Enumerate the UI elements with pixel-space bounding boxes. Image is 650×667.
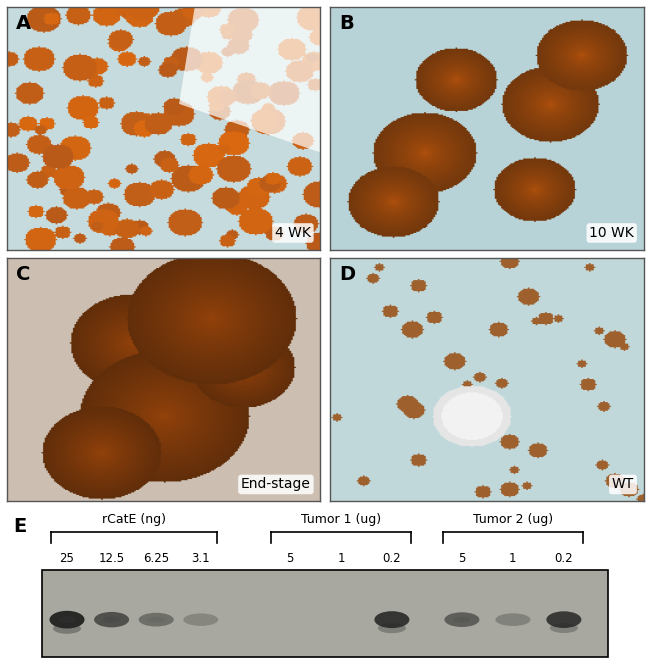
Text: 12.5: 12.5 bbox=[99, 552, 125, 565]
Text: rCatE (ng): rCatE (ng) bbox=[102, 513, 166, 526]
Text: Tumor 2 (ug): Tumor 2 (ug) bbox=[473, 513, 553, 526]
Ellipse shape bbox=[453, 617, 471, 622]
Text: 1: 1 bbox=[337, 552, 345, 565]
Text: 10 WK: 10 WK bbox=[590, 226, 634, 240]
Ellipse shape bbox=[555, 616, 573, 623]
Ellipse shape bbox=[383, 616, 400, 623]
Text: 1: 1 bbox=[509, 552, 517, 565]
Ellipse shape bbox=[445, 612, 480, 627]
Ellipse shape bbox=[49, 611, 84, 628]
Ellipse shape bbox=[495, 614, 530, 626]
Text: 5: 5 bbox=[458, 552, 465, 565]
Text: 6.25: 6.25 bbox=[143, 552, 169, 565]
Text: 4 WK: 4 WK bbox=[275, 226, 311, 240]
Bar bbox=[42, 570, 608, 657]
Ellipse shape bbox=[374, 611, 410, 628]
Ellipse shape bbox=[148, 617, 165, 622]
Ellipse shape bbox=[103, 616, 120, 623]
Text: Tumor 1 (ug): Tumor 1 (ug) bbox=[301, 513, 381, 526]
Text: E: E bbox=[13, 517, 26, 536]
Ellipse shape bbox=[378, 623, 406, 633]
Text: End-stage: End-stage bbox=[241, 478, 311, 492]
Text: 25: 25 bbox=[60, 552, 75, 565]
Text: 0.2: 0.2 bbox=[383, 552, 401, 565]
Ellipse shape bbox=[58, 616, 76, 623]
Text: A: A bbox=[16, 14, 31, 33]
Text: D: D bbox=[339, 265, 356, 284]
Ellipse shape bbox=[550, 623, 578, 633]
Text: 0.2: 0.2 bbox=[554, 552, 573, 565]
Ellipse shape bbox=[183, 614, 218, 626]
Text: WT: WT bbox=[612, 478, 634, 492]
Text: B: B bbox=[339, 14, 354, 33]
Polygon shape bbox=[179, 7, 320, 153]
Text: 3.1: 3.1 bbox=[192, 552, 210, 565]
Text: C: C bbox=[16, 265, 31, 284]
Ellipse shape bbox=[94, 612, 129, 628]
Text: 5: 5 bbox=[286, 552, 294, 565]
Ellipse shape bbox=[138, 613, 174, 626]
Ellipse shape bbox=[547, 611, 581, 628]
Ellipse shape bbox=[53, 623, 81, 634]
